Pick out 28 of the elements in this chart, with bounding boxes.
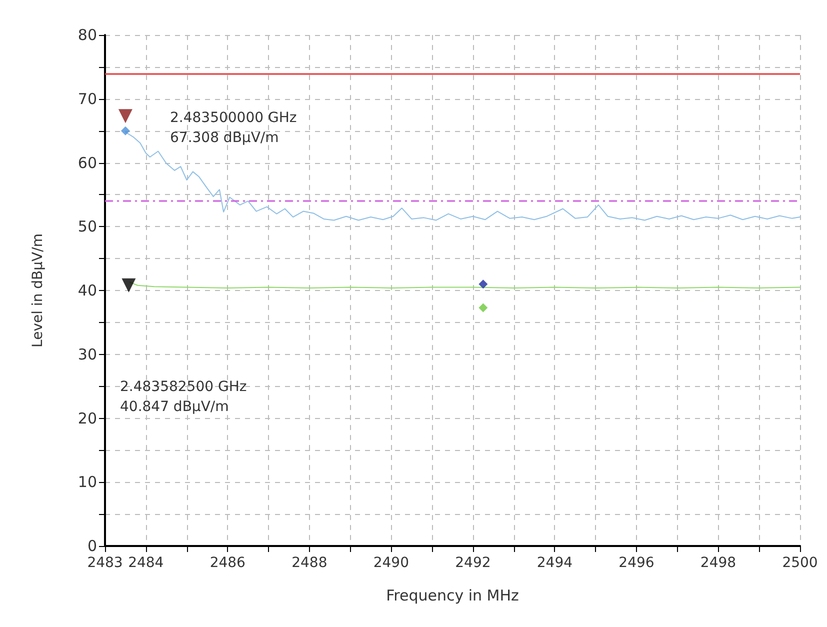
y-tick-label: 70 (78, 90, 97, 108)
y-tick-label: 80 (78, 26, 97, 44)
x-axis-title: Frequency in MHz (386, 586, 520, 604)
point (118, 109, 132, 124)
x-tick-label: 2496 (618, 555, 654, 571)
y-tick-label: 40 (78, 282, 97, 300)
y-axis-title: Level in dBµV/m (30, 234, 46, 348)
x-tick-label: 2483 (87, 555, 123, 571)
point (122, 278, 136, 292)
x-tick-label: 2486 (210, 555, 246, 571)
x-tick-label: 2498 (700, 555, 736, 571)
point (120, 126, 130, 136)
y-tick-label: 30 (78, 345, 97, 364)
x-tick-label: 2488 (292, 555, 328, 571)
point (478, 280, 488, 289)
y-tick-label: 20 (78, 409, 97, 428)
x-tick-label: 2484 (128, 555, 164, 571)
y-tick-label: 10 (78, 473, 97, 492)
annotation: 2.483500000 GHz 67.308 dBµV/m (170, 110, 297, 146)
x-tick-label: 2494 (536, 555, 573, 571)
annotation: 2.483582500 GHz 40.847 dBµV/m (120, 379, 247, 415)
y-tick-label: 60 (78, 154, 97, 172)
x-tick-label: 2492 (455, 555, 491, 571)
y-tick-label: 0 (87, 537, 97, 555)
x-tick-label: 2500 (782, 555, 818, 571)
x-tick-label: 2490 (373, 555, 409, 571)
point (478, 303, 488, 312)
y-tick-label: 50 (78, 218, 97, 236)
